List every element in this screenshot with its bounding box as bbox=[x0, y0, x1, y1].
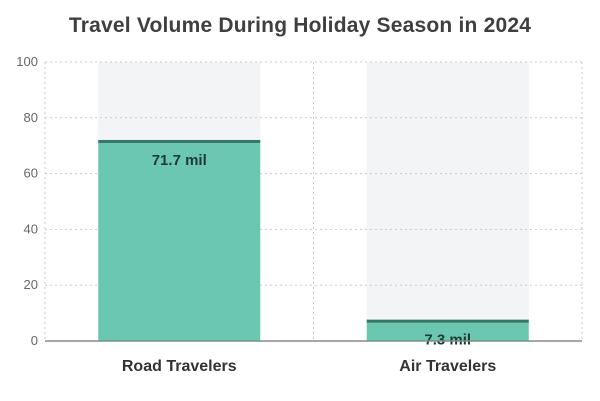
bar bbox=[98, 140, 261, 341]
chart-title: Travel Volume During Holiday Season in 2… bbox=[68, 14, 532, 37]
x-category-label: Road Travelers bbox=[122, 358, 237, 375]
y-tick-label: 20 bbox=[24, 277, 38, 292]
y-tick-label: 40 bbox=[24, 221, 38, 236]
bar bbox=[366, 320, 529, 341]
y-tick-label: 100 bbox=[16, 54, 38, 69]
bar-top-edge bbox=[366, 319, 529, 323]
y-tick-label: 0 bbox=[31, 333, 38, 348]
y-tick-label: 80 bbox=[24, 110, 38, 125]
data-label: 7.3 mil bbox=[424, 332, 471, 349]
data-label: 71.7 mil bbox=[152, 152, 207, 169]
background-band bbox=[366, 62, 529, 341]
y-tick-label: 60 bbox=[24, 166, 38, 181]
x-category-label: Air Travelers bbox=[399, 358, 496, 375]
bar-top-edge bbox=[98, 139, 261, 143]
